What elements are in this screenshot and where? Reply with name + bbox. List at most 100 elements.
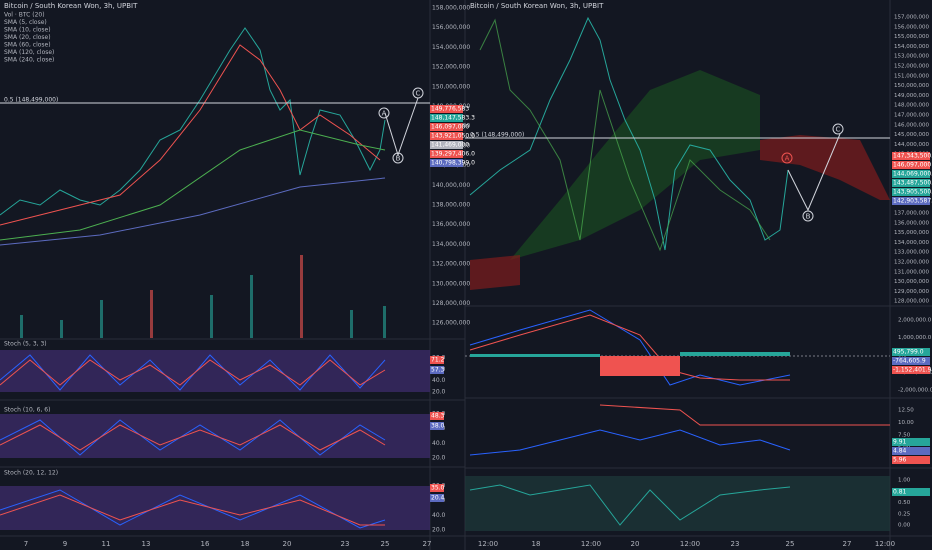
osc-axis-label: 20.0 [432, 527, 446, 534]
price-axis-label: 148,000,000 [894, 103, 929, 109]
price-axis-label: 156,000,000 [894, 24, 929, 30]
price-tag-label: 495,799.0 [893, 349, 924, 356]
price-axis-label: 129,000,000 [894, 289, 929, 295]
price-axis-label: 158,000,000 [432, 5, 470, 12]
price-tag-label: 143,921,050.0 [431, 133, 475, 140]
price-axis-label: 152,000,000 [894, 64, 929, 70]
wave-marker [832, 123, 844, 135]
legend-item: SMA (60, close) [4, 42, 51, 49]
osc-axis-label: 1,000,000.0 [898, 335, 932, 341]
price-tag [892, 188, 930, 196]
chart-title: Bitcoin / South Korean Won, 3h, UPBIT [470, 2, 604, 10]
time-axis-label: 23 [731, 540, 740, 548]
price-tag [430, 422, 444, 430]
price-axis-label: 134,000,000 [894, 240, 929, 246]
price-tag-label: 57.3 [431, 367, 445, 374]
legend-item: SMA (5, close) [4, 19, 47, 26]
time-axis-label: 9 [63, 540, 67, 548]
price-tag [892, 366, 930, 374]
osc-axis-label: 40.0 [432, 440, 446, 447]
time-axis-label: 12:00 [478, 540, 498, 548]
price-axis-label: 134,000,000 [432, 241, 470, 248]
price-axis-label: 136,000,000 [894, 220, 929, 226]
price-axis-label: 149,000,000 [894, 93, 929, 99]
time-axis-label: 20 [283, 540, 292, 548]
price-tag [430, 159, 463, 167]
price-axis-label: 152,000,000 [432, 64, 470, 71]
price-axis-label: 126,000,000 [432, 320, 470, 327]
price-axis-label: 145,000,000 [894, 132, 929, 138]
time-axis-label: 7 [24, 540, 28, 548]
price-tag [430, 114, 463, 122]
legend-item: SMA (10, close) [4, 27, 51, 34]
price-axis-label: 140,000,000 [432, 182, 470, 189]
price-tag-label: 147,343,500.0 [893, 153, 932, 160]
time-axis-label: 12:00 [875, 540, 895, 548]
price-tag-label: 140,798,399.0 [431, 160, 475, 167]
time-axis-label: 12:00 [581, 540, 601, 548]
price-axis-label: 130,000,000 [432, 280, 470, 287]
price-tag [430, 132, 463, 140]
price-tag [892, 447, 930, 455]
osc-axis-label: 7.50 [898, 433, 911, 439]
wave-label: A [382, 110, 387, 118]
fib-label: 0.5 (148,499,000) [4, 97, 58, 104]
price-axis-label: 156,000,000 [432, 24, 470, 31]
price-tag-label: 146,097,000 [893, 162, 931, 169]
price-axis-label: 133,000,000 [894, 250, 929, 256]
price-tag-label: 149,776,583 [431, 106, 469, 113]
wave-label: B [806, 213, 811, 221]
wave-label: C [836, 126, 841, 134]
time-axis-label: 20 [631, 540, 640, 548]
price-axis-label: 157,000,000 [894, 15, 929, 21]
price-tag-label: -764,605.9 [893, 358, 926, 365]
price-tag-label: 38.0 [431, 423, 445, 430]
price-tag [892, 438, 930, 446]
price-tag [430, 494, 444, 502]
osc-title: Stoch (10, 6, 6) [4, 407, 50, 414]
time-axis-label: 25 [786, 540, 795, 548]
osc-title: Stoch (20, 12, 12) [4, 470, 58, 477]
price-tag [892, 161, 930, 169]
price-tag-label: -1,152,401.9 [893, 367, 932, 374]
osc-axis-label: 40.0 [432, 512, 446, 519]
time-axis-label: 11 [102, 540, 111, 548]
wave-label: B [396, 155, 401, 163]
time-axis-label: 18 [241, 540, 250, 548]
osc-axis-label: 10.00 [898, 420, 914, 426]
osc-title: Stoch (5, 3, 3) [4, 341, 47, 348]
wave-marker [392, 152, 404, 164]
price-axis-label: 135,000,000 [894, 230, 929, 236]
osc-axis-label: 40.0 [432, 377, 446, 384]
price-axis-label: 131,000,000 [894, 269, 929, 275]
legend-item: Vol · BTC (20) [4, 12, 45, 19]
price-tag [892, 170, 930, 178]
left-price-sketch [0, 27, 430, 246]
time-axis-label: 12:00 [680, 540, 700, 548]
wave-marker [412, 87, 424, 99]
left-volume [20, 255, 386, 338]
price-tag-label: 141,469,000 [431, 142, 469, 149]
price-tag-label: 143,905,500.0 [893, 189, 932, 196]
price-axis-label: 150,000,000 [432, 83, 470, 90]
price-tag-label: 139,297,406.0 [431, 151, 475, 158]
price-axis-label: 146,000,000 [894, 122, 929, 128]
time-axis-label: 27 [423, 540, 432, 548]
price-tag-label: 148,147,583.3 [431, 115, 475, 122]
wave-label: A [785, 155, 790, 163]
left-stoch-lines [0, 354, 386, 529]
price-axis-label: 154,000,000 [894, 44, 929, 50]
fib-label: 0.5 (148,499,000) [470, 132, 524, 139]
price-tag-label: 71.2 [431, 357, 445, 364]
osc-axis-label: 2,000,000.0 [898, 318, 932, 324]
price-tag-label: 9.91 [893, 439, 907, 446]
price-axis-label: 138,000,000 [432, 202, 470, 209]
price-axis-label: 151,000,000 [894, 73, 929, 79]
price-tag [430, 484, 444, 492]
wave-label: C [416, 90, 421, 98]
price-tag-label: 0.81 [893, 489, 907, 496]
legend-item: SMA (120, close) [4, 49, 54, 56]
price-tag [430, 356, 444, 364]
price-tag [430, 412, 444, 420]
